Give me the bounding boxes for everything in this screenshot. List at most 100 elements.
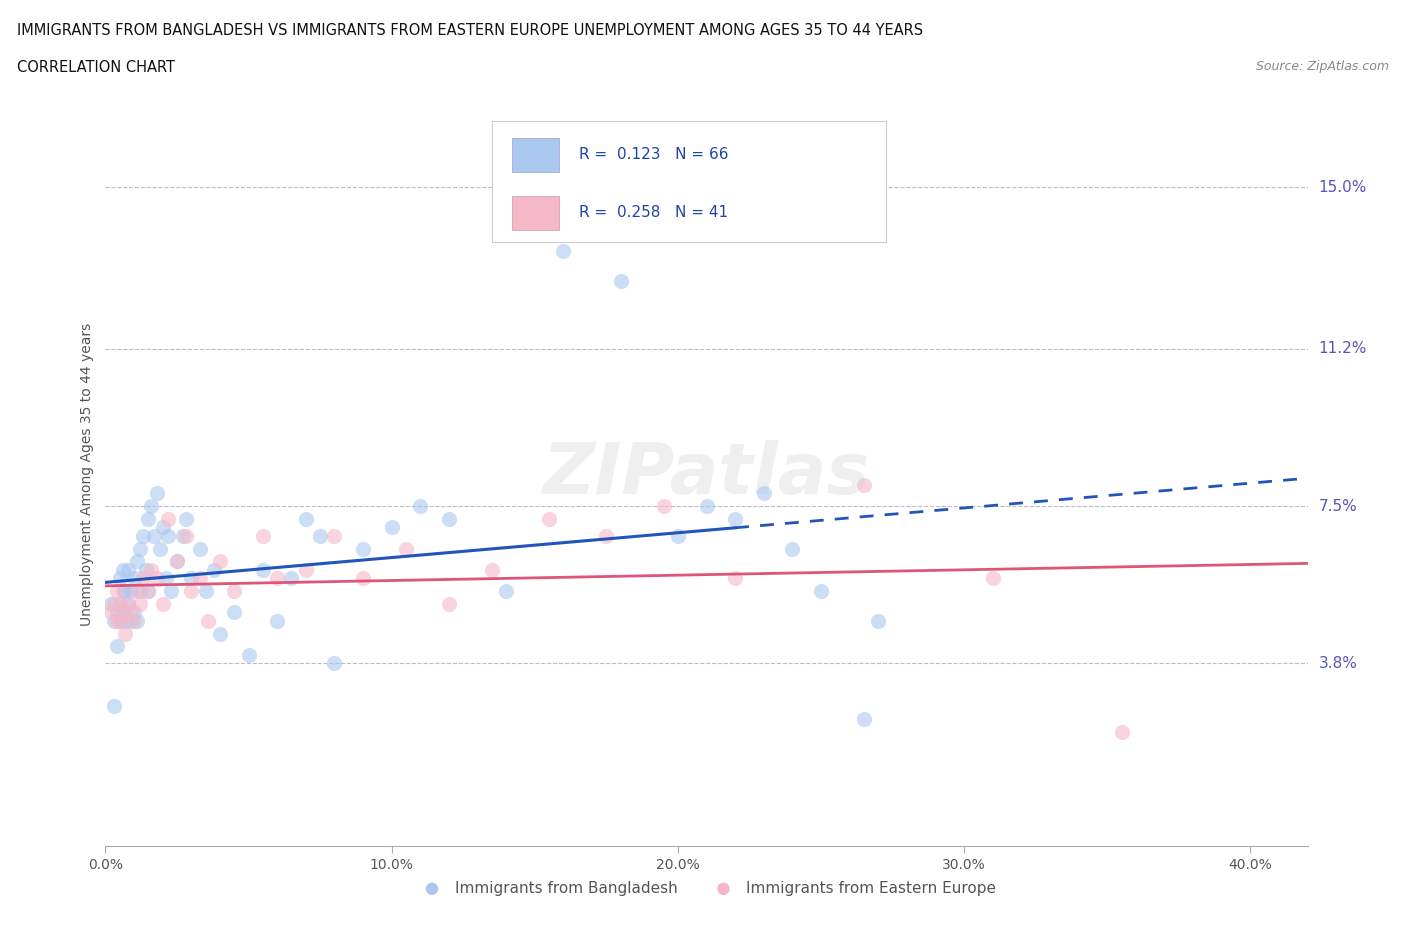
Point	[141, 498, 163, 513]
Point	[114, 626, 136, 641]
Point	[266, 614, 288, 629]
Point	[381, 520, 404, 535]
Text: Source: ZipAtlas.com: Source: ZipAtlas.com	[1256, 60, 1389, 73]
Text: IMMIGRANTS FROM BANGLADESH VS IMMIGRANTS FROM EASTERN EUROPE UNEMPLOYMENT AMONG : IMMIGRANTS FROM BANGLADESH VS IMMIGRANTS…	[17, 23, 922, 38]
Point	[138, 584, 160, 599]
Point	[125, 584, 148, 599]
Point	[105, 605, 128, 620]
Point	[157, 528, 180, 543]
Point	[146, 571, 169, 586]
Point	[323, 656, 346, 671]
Point	[135, 563, 157, 578]
Point	[122, 571, 145, 586]
Point	[852, 711, 875, 726]
Point	[609, 273, 631, 288]
Point	[117, 596, 139, 611]
Point	[108, 596, 131, 611]
Point	[224, 584, 246, 599]
Point	[131, 528, 153, 543]
Point	[128, 584, 150, 599]
Text: 11.2%: 11.2%	[1319, 341, 1367, 356]
Point	[437, 512, 460, 526]
Point	[352, 571, 374, 586]
Point	[724, 512, 747, 526]
Point	[309, 528, 332, 543]
Point	[120, 584, 142, 599]
Point	[280, 571, 302, 586]
Point	[696, 498, 718, 513]
Point	[409, 498, 432, 513]
Point	[122, 605, 145, 620]
Point	[197, 614, 219, 629]
Point	[166, 554, 188, 569]
Point	[782, 541, 804, 556]
Point	[352, 541, 374, 556]
Point	[538, 512, 561, 526]
Point	[114, 584, 136, 599]
Bar	[512, 138, 560, 172]
Point	[252, 528, 274, 543]
Point	[174, 512, 197, 526]
Point	[100, 605, 122, 620]
Point	[120, 605, 142, 620]
Point	[128, 596, 150, 611]
Point	[202, 563, 225, 578]
Point	[1111, 724, 1133, 739]
Point	[981, 571, 1004, 586]
Point	[146, 486, 169, 501]
Point	[117, 596, 139, 611]
Point	[180, 571, 202, 586]
Point	[131, 571, 153, 586]
Point	[114, 614, 136, 629]
Point	[188, 571, 211, 586]
Point	[157, 512, 180, 526]
Point	[111, 605, 134, 620]
Text: 3.8%: 3.8%	[1319, 656, 1358, 671]
Point	[141, 563, 163, 578]
Bar	[512, 196, 560, 230]
Point	[120, 614, 142, 629]
Point	[143, 528, 166, 543]
Point	[595, 528, 617, 543]
Point	[105, 639, 128, 654]
Point	[103, 614, 125, 629]
Point	[295, 563, 318, 578]
Point	[122, 614, 145, 629]
Point	[188, 541, 211, 556]
Point	[180, 584, 202, 599]
Point	[208, 626, 231, 641]
Point	[111, 584, 134, 599]
Text: CORRELATION CHART: CORRELATION CHART	[17, 60, 174, 75]
Point	[868, 614, 890, 629]
Point	[495, 584, 517, 599]
Point	[160, 584, 183, 599]
Point	[128, 541, 150, 556]
Point	[111, 605, 134, 620]
Point	[666, 528, 689, 543]
Point	[194, 584, 217, 599]
Point	[100, 596, 122, 611]
Point	[152, 596, 174, 611]
Text: R =  0.123   N = 66: R = 0.123 N = 66	[579, 147, 728, 162]
Point	[111, 563, 134, 578]
Point	[149, 541, 172, 556]
Point	[295, 512, 318, 526]
Point	[117, 563, 139, 578]
Text: 7.5%: 7.5%	[1319, 498, 1357, 513]
Point	[437, 596, 460, 611]
Point	[852, 477, 875, 492]
Point	[105, 584, 128, 599]
Text: 15.0%: 15.0%	[1319, 179, 1367, 194]
Point	[174, 528, 197, 543]
Point	[553, 244, 575, 259]
Point	[752, 486, 775, 501]
Point	[138, 584, 160, 599]
Point	[252, 563, 274, 578]
Point	[105, 614, 128, 629]
Text: R =  0.258   N = 41: R = 0.258 N = 41	[579, 206, 728, 220]
Point	[810, 584, 832, 599]
Point	[224, 605, 246, 620]
Point	[108, 596, 131, 611]
Point	[155, 571, 177, 586]
Point	[152, 520, 174, 535]
